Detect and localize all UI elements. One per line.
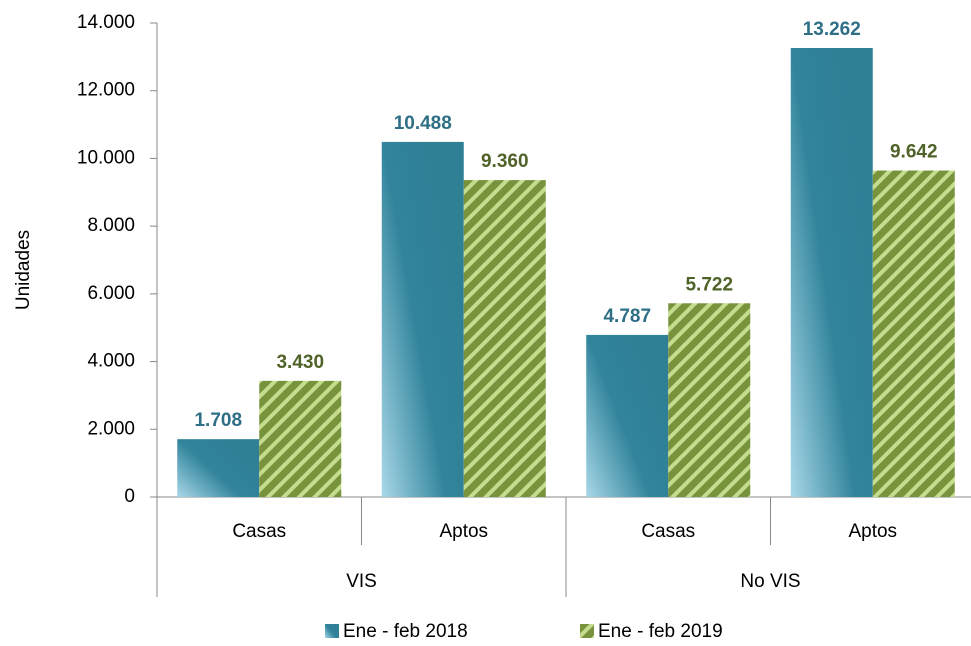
bar [790,47,873,497]
group-label: No VIS [740,571,800,592]
y-tick-label: 6.000 [87,283,135,304]
legend-swatch [325,624,339,638]
y-axis-label: Unidades [13,230,34,310]
bar [259,380,342,497]
value-label: 4.787 [603,306,651,327]
bar [872,170,955,497]
y-tick-label: 4.000 [87,351,135,372]
x-tick-label: Casas [232,521,286,542]
bar [463,180,546,497]
value-label: 1.708 [194,410,242,431]
legend-label: Ene - feb 2018 [343,621,468,642]
value-label: 9.642 [890,142,938,163]
x-tick-label: Casas [641,521,695,542]
x-tick-label: Aptos [439,521,488,542]
value-label: 5.722 [685,274,733,295]
bar [381,141,464,497]
y-tick-label: 10.000 [77,147,135,168]
y-tick-label: 0 [124,486,135,507]
bar [177,439,260,497]
y-tick-label: 12.000 [77,80,135,101]
bar [586,334,669,497]
y-tick-label: 2.000 [87,418,135,439]
x-tick-label: Aptos [848,521,897,542]
group-label: VIS [346,571,377,592]
y-tick-label: 14.000 [77,12,135,33]
value-label: 3.430 [276,352,324,373]
bar [668,303,751,497]
y-tick-label: 8.000 [87,215,135,236]
value-label: 10.488 [394,113,452,134]
legend-label: Ene - feb 2019 [598,621,723,642]
value-label: 9.360 [481,151,529,172]
legend-swatch [580,624,594,638]
value-label: 13.262 [803,19,861,40]
